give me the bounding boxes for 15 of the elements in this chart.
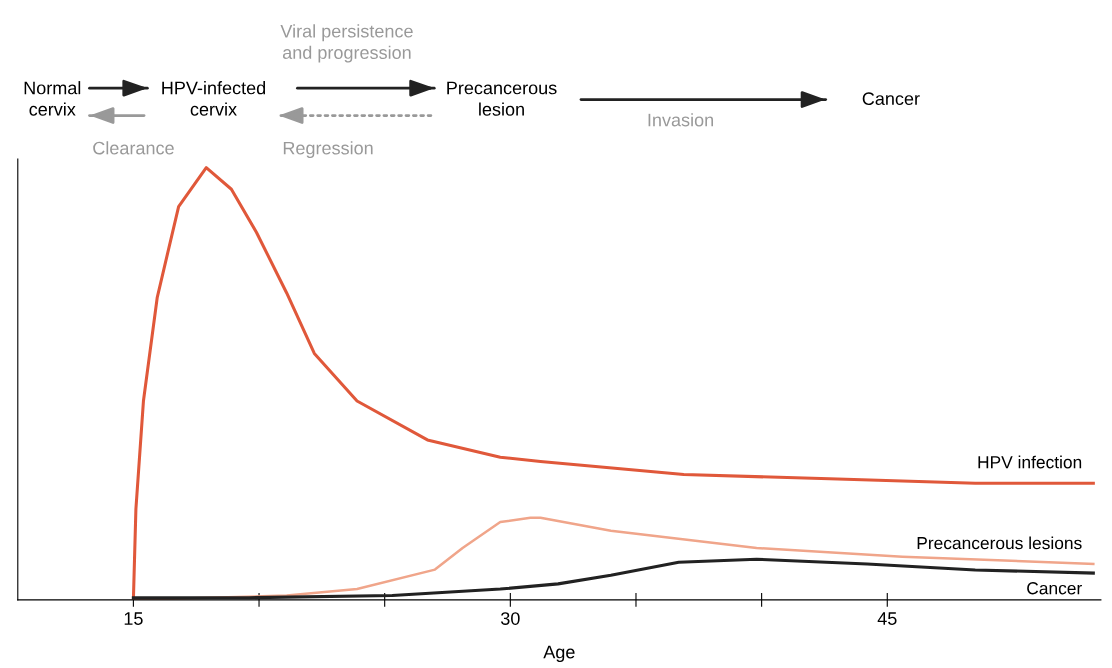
text: Normal cervix [24, 81, 81, 116]
x-tick-label: 15 [124, 612, 143, 625]
text: Cancer [862, 92, 920, 106]
x-tick-label: 30 [500, 612, 520, 625]
text: HPV-infected cervix [162, 81, 266, 116]
series-label: Precancerous lesions [917, 536, 1082, 550]
text: Clearance [93, 141, 174, 155]
series-label: HPV infection [978, 455, 1082, 469]
text: Regression [283, 141, 373, 159]
text: Precancerous lesion [447, 81, 557, 116]
text: Invasion [648, 113, 713, 127]
x-tick-label: 45 [877, 612, 897, 625]
series-label: Cancer [1027, 582, 1082, 595]
text: Viral persistence and progression [280, 24, 413, 63]
x-axis-title: Age [543, 645, 575, 662]
